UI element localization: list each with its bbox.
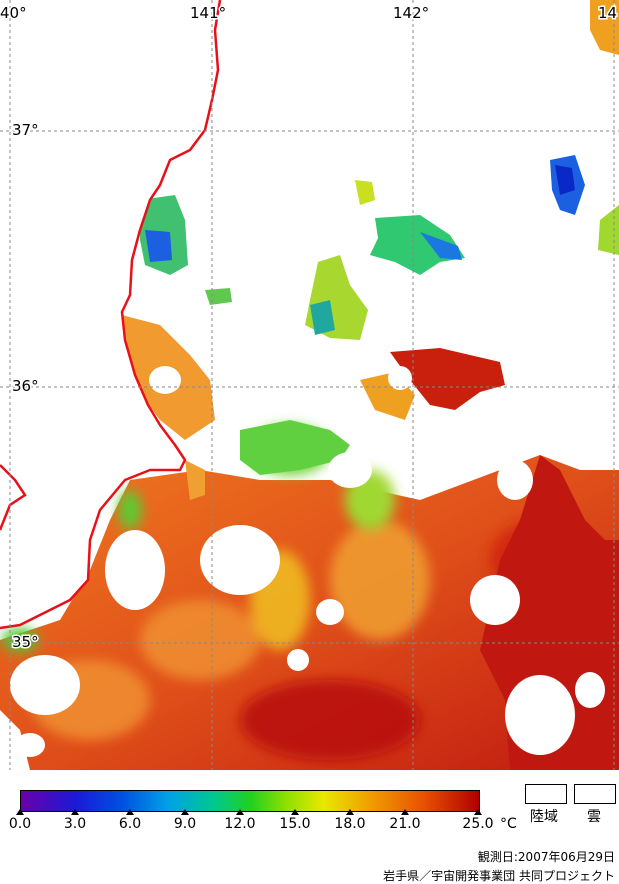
scale-tick [126,809,134,815]
scale-tick [401,809,409,815]
scale-label: 25.0 [462,816,494,832]
land-label: 陸域 [530,809,558,825]
scale-label: 6.0 [118,816,142,832]
lon-label-141: 141° [190,4,226,22]
cloud-label: 雲 [587,809,601,825]
scale-tick [71,809,79,815]
scale-label: 15.0 [279,816,311,832]
scale-tick [236,809,244,815]
lon-label-140: 40° [0,4,27,22]
scale-label: 21.0 [389,816,421,832]
cloud-holes [10,366,605,757]
coastline [0,0,222,630]
scale-tick [181,809,189,815]
lon-label-142: 142° [393,4,429,22]
observation-date: 観測日:2007年06月29日 [477,850,615,864]
land-swatch [525,784,567,804]
scale-tick [474,809,482,815]
scale-tick [346,809,354,815]
unit-label: °C [500,816,517,832]
scale-label: 12.0 [224,816,256,832]
lat-label-35: 35° [12,633,39,651]
lat-label-36: 36° [12,377,39,395]
scale-label: 9.0 [173,816,197,832]
scale-tick [291,809,299,815]
graticule [0,0,619,770]
lon-label-143: 14 [598,4,617,22]
scale-label: 0.0 [8,816,32,832]
cloud-swatch [574,784,616,804]
color-scale-bar [20,790,480,812]
warm-sea-region [0,348,619,770]
scale-label: 3.0 [63,816,87,832]
scale-tick [16,809,24,815]
scale-label: 18.0 [334,816,366,832]
credit-line: 岩手県／宇宙開発事業団 共同プロジェクト [383,869,615,883]
sst-map: 40° 141° 142° 14 37° 36° 35° [0,0,619,770]
legend: 0.0 3.0 6.0 9.0 12.0 15.0 18.0 21.0 25.0… [0,770,619,883]
lat-label-37: 37° [12,121,39,139]
land-area [0,0,220,628]
